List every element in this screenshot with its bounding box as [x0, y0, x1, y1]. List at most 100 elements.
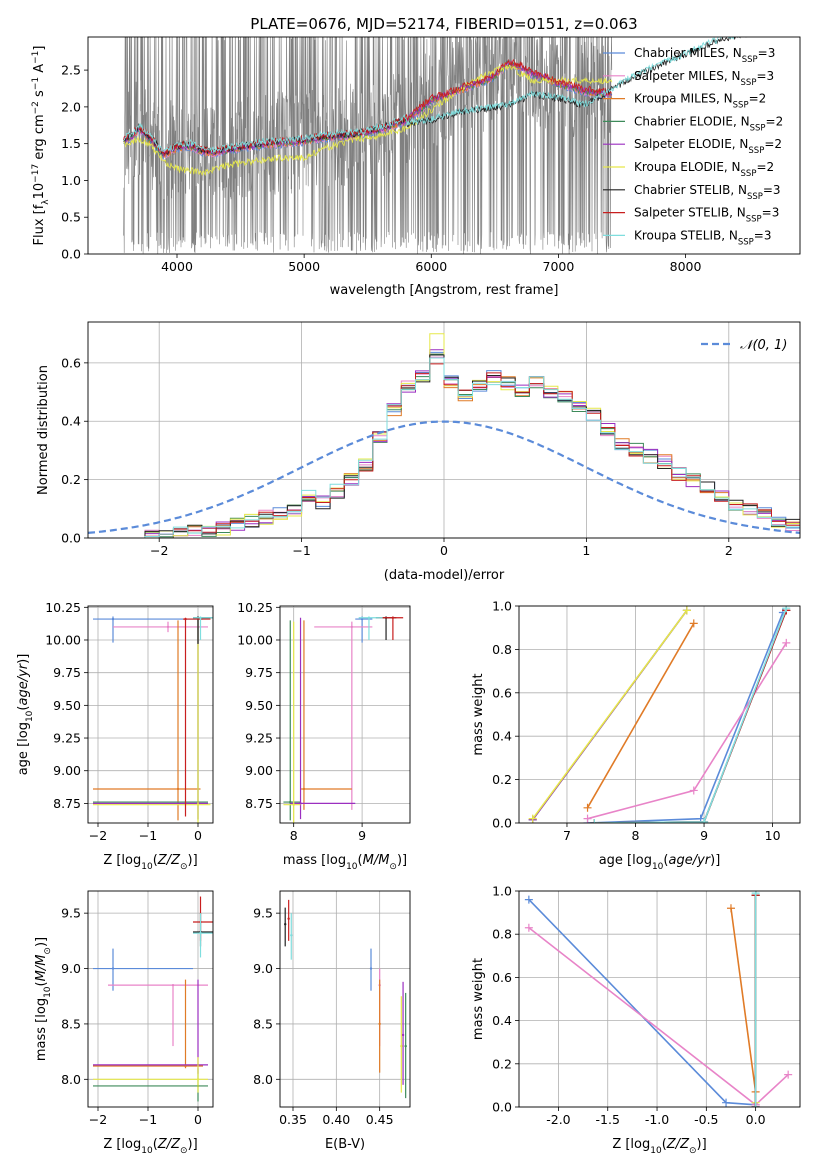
label-part: )] — [34, 937, 49, 947]
legend-text: Kroupa MILES, N — [634, 92, 733, 106]
tick-label-x: −1 — [139, 828, 157, 843]
data-point — [369, 967, 373, 970]
tick-label-y: 8.5 — [61, 1016, 81, 1031]
data-point — [400, 1044, 403, 1048]
tick-label-x: 0 — [440, 543, 448, 558]
tick-label-x: 8000 — [670, 259, 702, 274]
tick-label-y: 0.8 — [492, 642, 512, 657]
weight-marker — [528, 814, 537, 823]
tick-label-y: 0.2 — [492, 1056, 512, 1071]
mass_vs_EBV-plot — [284, 899, 407, 1099]
data-point — [184, 617, 187, 621]
tick-label-y: 8.75 — [245, 796, 273, 811]
data-point — [299, 802, 302, 805]
weight-line — [528, 927, 789, 1106]
legend-label: 𝒩(0, 1) — [740, 338, 787, 353]
mass_vs_Z-axes: −2 −1 08.08.59.09.5Z [log10(Z/Z⊙)]mass [lo… — [34, 891, 213, 1156]
tick-label-x: 8 — [290, 828, 298, 843]
legend-text: Salpeter STELIB, N — [634, 206, 746, 220]
model-line — [123, 62, 613, 177]
weight-marker — [784, 1070, 793, 1079]
tick-label-x: -2.0 — [546, 1112, 570, 1127]
legend-label: Chabrier MILES, NSSP=3 — [634, 46, 775, 65]
tick-label-y: 9.00 — [53, 763, 81, 778]
axes-frame — [279, 890, 411, 1108]
tick-label-y: 10.00 — [237, 632, 273, 647]
age_vs_Z-axes: −2 −1 0 8.75 9.00 9.25 9.50 9.75 10.00 10.25 Z [lo… — [16, 600, 213, 872]
residual-plot — [88, 333, 800, 538]
axes-frame — [518, 605, 801, 824]
weight-marker — [682, 606, 691, 615]
tick-label-x: 0.40 — [322, 1112, 350, 1127]
axes-frame — [87, 605, 214, 824]
weight-marker — [751, 891, 760, 898]
data-point — [290, 934, 293, 937]
weight-line — [730, 908, 757, 1093]
legend-count: =2 — [756, 160, 774, 174]
data-point — [196, 803, 200, 806]
tick-label-x: 1 — [582, 543, 590, 558]
tick-label-y: 1.5 — [61, 136, 81, 151]
legend-text: Salpeter MILES, N — [634, 69, 741, 83]
model-line — [123, 58, 612, 156]
legend-text: Chabrier MILES, N — [634, 46, 742, 60]
data-point — [199, 931, 202, 935]
y-axis-label: Normed distribution — [36, 365, 51, 495]
data-point — [111, 617, 115, 621]
legend-subscript: SSP — [741, 169, 757, 179]
tick-label-y: 8.5 — [253, 1016, 273, 1031]
label-part: ⊙ — [689, 1146, 697, 1156]
data-point — [401, 1033, 405, 1037]
y-axis-label: mass [log10(M/M⊙)] — [34, 937, 53, 1061]
tick-label-x: 9 — [358, 828, 366, 843]
tick-label-x: −1 — [292, 543, 310, 558]
legend-subscript: SSP — [741, 78, 757, 88]
legend-text: Kroupa ELODIE, N — [634, 160, 741, 174]
tick-label-x: -1.5 — [596, 1112, 620, 1127]
legend-count: =3 — [754, 228, 772, 242]
tick-label-x: 0.45 — [366, 1112, 394, 1127]
weight-marker — [751, 1103, 760, 1107]
tick-label-x: −2 — [89, 828, 107, 843]
tick-label-x: 10 — [765, 828, 781, 843]
tick-label-y: 9.0 — [61, 961, 81, 976]
weight-marker — [583, 803, 592, 812]
legend-subscript: SSP — [747, 192, 763, 202]
x-axis-label: Z [log10(Z/Z⊙)] — [612, 1137, 706, 1156]
tick-label-y: 2.0 — [61, 99, 81, 114]
model-line — [123, 37, 741, 154]
histogram-series — [144, 354, 800, 538]
tick-label-y: 0.2 — [492, 772, 512, 787]
weight-marker — [524, 895, 533, 904]
tick-label-x: 8 — [632, 828, 640, 843]
axes-frame — [518, 890, 801, 1108]
x-axis-label: wavelength [Angstrom, rest frame] — [330, 283, 559, 298]
tick-label-y: 0.0 — [492, 816, 512, 831]
weight_vs_age-plot — [528, 606, 791, 823]
tick-label-y: 8.0 — [253, 1072, 273, 1087]
x-axis-label: age [log10(age/yr)] — [599, 853, 721, 872]
data-point — [199, 616, 202, 619]
normal-curve — [88, 420, 800, 534]
label-part: −1 — [31, 77, 41, 90]
x-axis-label: Z [log10(Z/Z⊙)] — [103, 853, 197, 872]
tick-label-y: 0.0 — [61, 531, 81, 546]
age_vs_mass-axes: 8 9 8.75 9.00 9.25 9.50 9.75 10.00 10.25 mass [lo… — [237, 600, 410, 872]
spectrum-axes: 4000 5000 6000 7000 8000 0.0 0.5 1.0 1.5 2.0 2.5 wa… — [31, 46, 702, 299]
label-part: Z/Z — [157, 853, 181, 868]
tick-label-y: 9.50 — [245, 698, 273, 713]
label-part: 10 — [43, 986, 53, 998]
legend-label: Salpeter ELODIE, NSSP=2 — [634, 137, 782, 156]
tick-label-x: 2 — [725, 543, 733, 558]
tick-label-x: −2 — [89, 1112, 107, 1127]
weight_vs_Z-plot — [524, 891, 793, 1107]
weight-marker — [782, 638, 791, 647]
label-part: −17 — [31, 164, 41, 183]
tick-label-y: 10.25 — [237, 600, 273, 615]
tick-label-x: 7 — [563, 828, 571, 843]
tick-label-x: 9 — [700, 828, 708, 843]
data-point — [391, 616, 395, 619]
label-part: ⊙ — [180, 862, 188, 872]
